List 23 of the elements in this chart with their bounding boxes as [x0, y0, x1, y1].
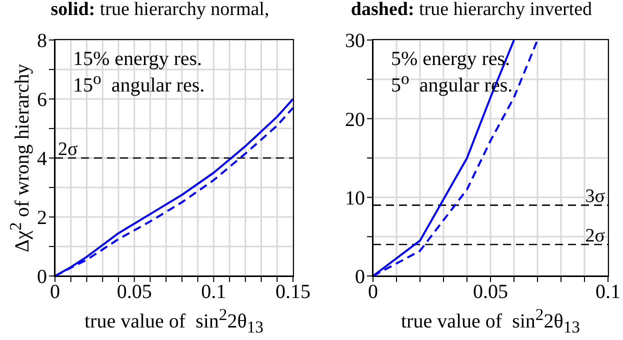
y-tick-label: 0	[37, 266, 47, 288]
ref-line-label: 2σ	[585, 226, 605, 247]
x-tick-label: 0.05	[473, 281, 508, 304]
y-tick-label: 2	[37, 207, 47, 230]
annotation: 15$^{o}$ angular res.	[73, 69, 205, 98]
x-axis-title: true value of sin$^{2}$2θ$_{13}$	[84, 305, 264, 338]
x-tick-label: 0.1	[596, 281, 620, 304]
x-tick-label: 0.05	[116, 281, 152, 304]
y-tick-label: 0	[355, 266, 365, 288]
x-tick-label: 0.15	[276, 281, 310, 304]
y-tick-label: 8	[37, 30, 47, 52]
x-axis-title: true value of sin$^{2}$2θ$_{13}$	[400, 305, 581, 338]
chart-title: dashed: true hierarchy inverted	[350, 0, 594, 21]
y-tick-label: 4	[37, 148, 47, 170]
x-tick-label: 0.1	[201, 281, 226, 304]
annotation: 15% energy res.	[73, 48, 202, 71]
y-tick-label: 30	[345, 30, 365, 52]
y-tick-label: 20	[345, 108, 365, 131]
ref-line-label: 2σ	[58, 139, 78, 160]
ref-line-label: 3σ	[585, 186, 605, 208]
y-tick-label: 6	[37, 89, 47, 112]
chart-title: solid: true hierarchy normal,	[50, 0, 270, 21]
y-tick-label: 10	[345, 187, 365, 210]
